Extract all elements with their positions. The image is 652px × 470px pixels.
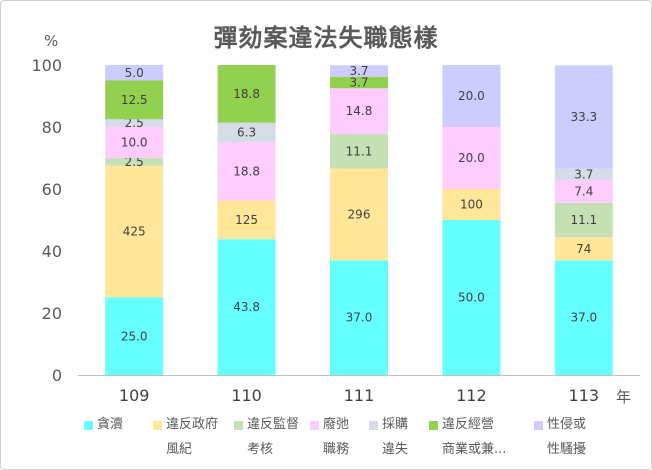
data-label: 20.0: [458, 151, 485, 165]
bar-segment: [105, 127, 164, 158]
y-tick-label: 20: [42, 304, 62, 323]
bar-segment: [217, 239, 276, 375]
bar-segment: [330, 76, 388, 89]
data-label: 25.0: [121, 329, 148, 343]
data-label: 37.0: [570, 311, 597, 325]
x-tick-label: 112: [456, 386, 487, 405]
legend-label: 廢弛: [323, 417, 350, 432]
x-tick-label: 111: [344, 386, 375, 405]
legend: 貪瀆 違反政府風紀 違反監督考核 廢弛職務 採購違失 違反經營商業或兼... 性侵或性騷擾: [84, 414, 644, 466]
y-axis-unit: %: [44, 32, 59, 50]
data-label: 18.8: [233, 164, 260, 178]
chart-title: 彈劾案違法失職態樣: [213, 24, 439, 52]
bar-segment: [442, 220, 501, 375]
data-label: 11.1: [346, 144, 373, 158]
legend-label-line2: 風紀: [166, 442, 193, 457]
data-label: 425: [123, 225, 146, 239]
legend-swatch: [369, 421, 378, 430]
bar-segment: [217, 65, 276, 123]
bar-segment: [330, 88, 388, 135]
data-label: 2.5: [125, 155, 144, 169]
bar-segment: [105, 80, 164, 120]
bar-segment: [554, 180, 613, 203]
bar-segment: [105, 297, 164, 375]
data-label: 11.1: [570, 213, 597, 227]
bar-segment: [105, 65, 164, 81]
data-label: 3.7: [349, 64, 368, 78]
data-label: 37.0: [346, 311, 373, 325]
bar-segment: [217, 122, 276, 143]
legend-swatch: [84, 421, 93, 430]
bar-segment: [217, 142, 276, 201]
data-label: 20.0: [458, 89, 485, 103]
bar-segment: [330, 168, 388, 261]
bar-segment: [105, 158, 164, 166]
data-label: 33.3: [570, 110, 597, 124]
bar-segment: [554, 168, 613, 181]
data-label: 2.5: [125, 116, 144, 130]
data-label: 18.8: [233, 87, 260, 101]
data-label: 6.3: [237, 125, 256, 139]
data-label: 296: [348, 207, 371, 221]
legend-swatch: [310, 421, 319, 430]
bar-segment: [217, 200, 276, 240]
legend-label: 違反監督: [247, 417, 300, 432]
y-tick-label: 60: [42, 180, 62, 199]
data-label: 5.0: [125, 66, 144, 80]
legend-label: 性侵或: [547, 417, 587, 432]
legend-label-line2: 商業或兼...: [442, 442, 507, 457]
data-label: 43.8: [233, 300, 260, 314]
x-tick-label: 113: [569, 386, 600, 405]
data-label: 3.7: [574, 167, 593, 181]
bar-segment: [554, 65, 613, 169]
data-label: 3.7: [349, 76, 368, 90]
bar-segment: [330, 260, 388, 375]
data-label: 125: [235, 213, 258, 227]
bar-segment: [554, 202, 613, 238]
legend-label-line2: 性騷擾: [547, 442, 587, 457]
data-label: 7.4: [574, 184, 593, 198]
bar-segment: [554, 260, 613, 375]
legend-label: 違反政府: [166, 417, 219, 432]
data-label: 50.0: [458, 291, 485, 305]
bar-segment: [105, 165, 164, 298]
bar-segment: [330, 134, 388, 169]
bar-segment: [105, 119, 164, 127]
legend-swatch: [234, 421, 243, 430]
x-tick-label: 110: [231, 386, 262, 405]
legend-label: 貪瀆: [97, 417, 124, 432]
y-tick-label: 100: [31, 56, 62, 75]
legend-swatch: [534, 421, 543, 430]
legend-label-line2: 職務: [323, 442, 350, 457]
y-tick-label: 80: [42, 118, 62, 137]
data-label: 14.8: [346, 104, 373, 118]
x-axis-unit: 年: [616, 388, 632, 406]
bar-segment: [330, 65, 388, 77]
x-tick-label: 109: [119, 386, 150, 405]
data-label: 12.5: [121, 93, 148, 107]
y-tick-label: 0: [52, 366, 62, 385]
bar-segment: [442, 65, 501, 127]
bar-segment: [442, 127, 501, 189]
y-tick-label: 40: [42, 242, 62, 261]
legend-label-line2: 考核: [247, 442, 274, 457]
data-label: 100: [460, 198, 483, 212]
legend-label-line2: 違失: [382, 442, 409, 457]
legend-swatch: [153, 421, 162, 430]
legend-label: 採購: [382, 417, 409, 432]
legend-swatch: [429, 421, 438, 430]
data-label: 10.0: [121, 136, 148, 150]
data-label: 74: [576, 242, 591, 256]
bar-segment: [442, 189, 501, 220]
bar-segment: [554, 237, 613, 261]
legend-label: 違反經營: [442, 417, 495, 432]
